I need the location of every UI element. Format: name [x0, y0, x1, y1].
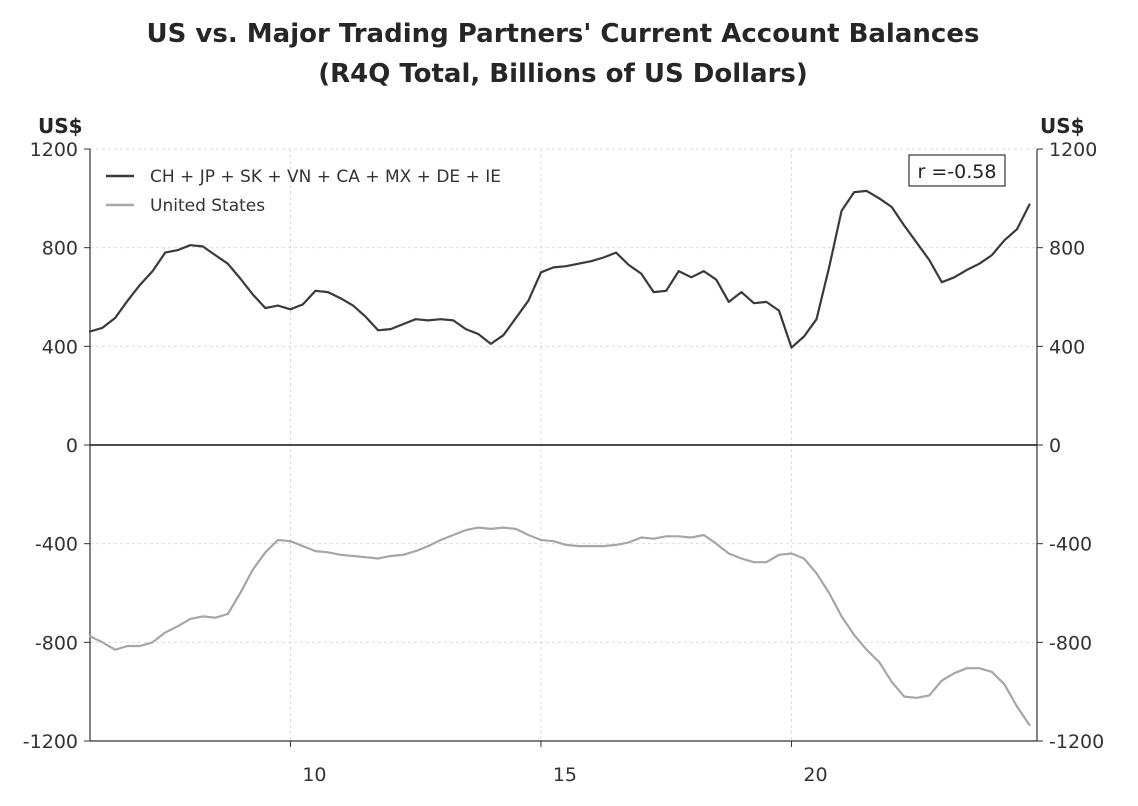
- y-tick-label-right: 0: [1049, 435, 1061, 457]
- y-tick-label-left: -1200: [23, 731, 78, 753]
- correlation-annotation-box: [908, 154, 1006, 187]
- x-tick-label: 10: [302, 764, 326, 786]
- x-tick-label: 15: [553, 764, 577, 786]
- y-tick-label-left: -400: [35, 534, 78, 556]
- chart-subtitle: (R4Q Total, Billions of US Dollars): [318, 59, 808, 89]
- series-line-partners: [88, 189, 1031, 349]
- y-tick-label-left: 0: [66, 435, 78, 457]
- y-tick-label-right: 800: [1049, 238, 1085, 260]
- y-axis-right-unit: US$: [1040, 114, 1085, 138]
- y-tick-label-right: -1200: [1049, 731, 1104, 753]
- y-tick-label-right: -800: [1049, 632, 1092, 654]
- legend-label-partners: CH + JP + SK + VN + CA + MX + DE + IE: [150, 167, 501, 187]
- legend: CH + JP + SK + VN + CA + MX + DE + IE Un…: [106, 167, 501, 216]
- chart-title: US vs. Major Trading Partners' Current A…: [147, 19, 980, 49]
- correlation-annotation-text: r =-0.58: [918, 161, 997, 183]
- y-tick-label-right: 400: [1049, 336, 1085, 358]
- axes: [84, 148, 1043, 747]
- y-tick-label-left: 1200: [30, 139, 78, 161]
- series-line-united-states: [88, 526, 1031, 727]
- y-tick-label-left: 400: [42, 336, 78, 358]
- correlation-annotation: r =-0.58: [908, 154, 1006, 187]
- series-lines: [88, 189, 1031, 727]
- y-axis-left-unit: US$: [38, 114, 83, 138]
- y-tick-label-left: -800: [35, 632, 78, 654]
- y-tick-label-right: 1200: [1049, 139, 1097, 161]
- legend-label-united-states: United States: [150, 196, 265, 216]
- tick-labels: 1200 1200 800 800 400 400 0 0 -400 -400 -800 -800 -1…: [23, 139, 1104, 786]
- x-tick-label: 20: [803, 764, 827, 786]
- y-tick-label-left: 800: [42, 238, 78, 260]
- y-tick-label-right: -400: [1049, 534, 1092, 556]
